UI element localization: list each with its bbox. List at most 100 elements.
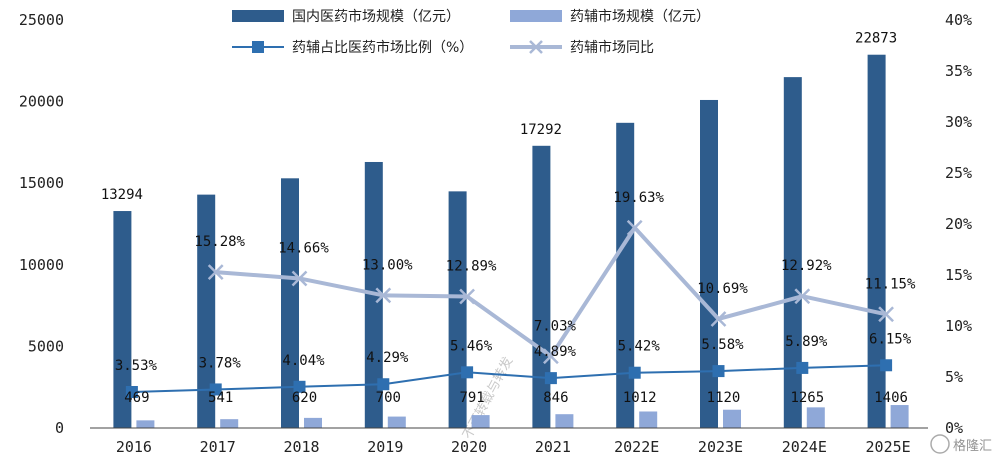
data-label-domestic-market: 13294: [101, 187, 143, 203]
point-share-ratio: [377, 378, 390, 391]
y-left-tick-label: 20000: [19, 93, 64, 111]
logo-icon: [930, 434, 950, 454]
legend: 国内医药市场规模（亿元） 药辅市场规模（亿元） 药辅占比医药市场比例（%） 药辅市场同…: [232, 8, 710, 56]
data-label-excipient-market: 469: [124, 390, 149, 406]
bar-excipient-market: [304, 417, 322, 428]
data-label-domestic-market: 17292: [520, 122, 562, 138]
legend-item: 国内医药市场规模（亿元）: [232, 8, 460, 25]
y-right-tick-label: 0%: [945, 419, 963, 437]
point-yoy-growth: [710, 311, 727, 327]
data-label-excipient-market: 1265: [790, 390, 824, 406]
legend-item: 药辅市场同比: [510, 39, 654, 56]
point-share-ratio: [880, 359, 893, 372]
bar-domestic-market: [197, 194, 216, 428]
x-tick-label: 2019: [367, 438, 403, 456]
point-yoy-growth: [626, 219, 643, 236]
data-label-excipient-market: 791: [459, 390, 484, 406]
watermark-logo-text: 格隆汇: [953, 438, 992, 454]
data-label-yoy-growth: 10.69%: [697, 281, 748, 297]
y-right-tick-label: 40%: [945, 11, 972, 29]
bar-excipient-market: [723, 409, 741, 428]
point-share-ratio: [712, 365, 725, 378]
bar-domestic-market: [616, 122, 635, 428]
x-tick-label: 2016: [116, 438, 152, 456]
line-share-ratio: [131, 364, 887, 393]
data-label-yoy-growth: 14.66%: [278, 240, 329, 256]
data-label-share-ratio: 5.46%: [450, 338, 493, 354]
y-left-tick-label: 10000: [19, 256, 64, 274]
data-label-share-ratio: 5.42%: [618, 339, 661, 355]
y-left-tick-label: 0: [55, 419, 64, 437]
legend-label: 药辅市场同比: [570, 39, 654, 56]
point-yoy-growth: [543, 348, 559, 365]
data-label-share-ratio: 4.04%: [282, 353, 325, 369]
data-label-excipient-market: 700: [376, 390, 401, 406]
point-share-ratio: [628, 366, 641, 379]
data-label-share-ratio: 6.15%: [869, 331, 912, 347]
point-share-ratio: [293, 380, 306, 393]
data-label-share-ratio: 4.89%: [534, 344, 577, 360]
legend-swatch-marker: [252, 41, 264, 53]
x-tick-label: 2022E: [614, 438, 659, 456]
bar-domestic-market: [867, 54, 886, 428]
x-tick-label: 2020: [451, 438, 487, 456]
axes-layer: 0 5000 10000 15000 20000 25000 0% 5% 10% 15% 20% 25…: [19, 11, 972, 456]
data-label-domestic-market: 22873: [855, 31, 897, 47]
bar-excipient-market: [890, 405, 909, 428]
data-label-excipient-market: 620: [292, 390, 317, 406]
data-label-yoy-growth: 7.03%: [534, 318, 577, 334]
x-tick-label: 2025E: [866, 438, 911, 456]
legend-swatch: [232, 10, 284, 22]
watermark-logo: 格隆汇: [930, 434, 992, 454]
point-yoy-growth: [207, 264, 224, 281]
legend-label: 国内医药市场规模（亿元）: [292, 8, 460, 25]
data-label-excipient-market: 1012: [623, 390, 657, 406]
bar-excipient-market: [220, 419, 239, 428]
data-label-excipient-market: 1406: [874, 390, 908, 406]
point-share-ratio: [461, 366, 474, 379]
legend-swatch: [510, 10, 562, 22]
y-left-tick-label: 15000: [19, 174, 64, 192]
y-right-tick-label: 25%: [945, 164, 972, 182]
data-label-share-ratio: 5.89%: [785, 334, 828, 350]
data-label-yoy-growth: 13.00%: [362, 257, 413, 273]
bar-excipient-market: [136, 420, 155, 428]
point-share-ratio: [796, 361, 809, 374]
bar-domestic-market: [113, 211, 132, 428]
data-label-yoy-growth: 12.92%: [781, 258, 832, 274]
legend-swatch-marker: [529, 40, 543, 54]
bar-excipient-market: [639, 411, 658, 428]
point-share-ratio: [125, 385, 138, 398]
data-label-share-ratio: 3.78%: [199, 355, 242, 371]
y-right-tick-label: 20%: [945, 215, 972, 233]
line-layer: [125, 219, 894, 398]
point-yoy-growth: [291, 270, 308, 287]
data-label-yoy-growth: 12.89%: [446, 259, 497, 275]
bar-domestic-market: [532, 145, 551, 428]
data-label-yoy-growth: 19.63%: [613, 190, 664, 206]
point-yoy-growth: [794, 288, 811, 305]
data-label-share-ratio: 4.29%: [366, 350, 409, 366]
data-label-excipient-market: 846: [543, 390, 568, 406]
data-label-excipient-market: 1120: [707, 390, 741, 406]
point-yoy-growth: [375, 287, 392, 304]
y-right-tick-label: 15%: [945, 266, 972, 284]
data-label-share-ratio: 3.53%: [115, 358, 158, 374]
legend-label: 药辅占比医药市场比例（%）: [292, 39, 473, 56]
bar-domestic-market: [281, 178, 299, 428]
data-label-share-ratio: 5.58%: [701, 337, 744, 353]
point-yoy-growth: [459, 288, 475, 305]
bar-excipient-market: [471, 415, 490, 428]
y-right-tick-label: 10%: [945, 317, 972, 335]
y-right-tick-label: 35%: [945, 62, 972, 80]
y-left-tick-label: 25000: [19, 11, 64, 29]
x-tick-label: 2023E: [698, 438, 743, 456]
legend-item: 药辅市场规模（亿元）: [510, 8, 710, 25]
y-right-tick-label: 5%: [945, 368, 963, 386]
x-tick-label: 2021: [535, 438, 571, 456]
data-label-layer: 13294 17292 22873 469 541 620 700 791 846 1012 112…: [101, 31, 916, 406]
x-tick-label: 2024E: [782, 438, 827, 456]
bar-domestic-market: [700, 99, 718, 428]
x-tick-label: 2018: [283, 438, 319, 456]
